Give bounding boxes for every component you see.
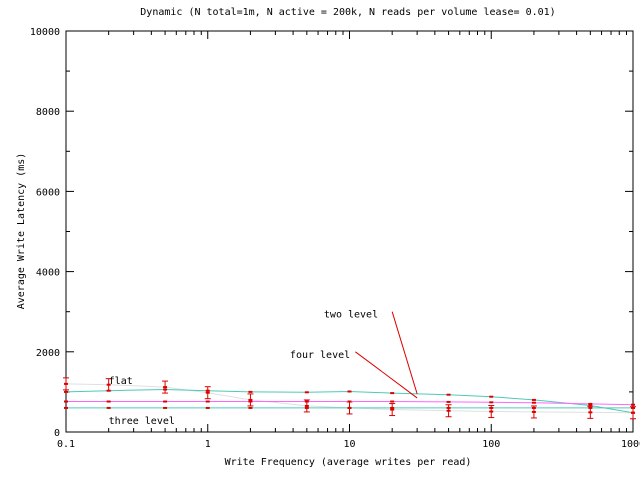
data-point <box>163 388 168 391</box>
data-point <box>205 391 210 394</box>
data-point <box>531 410 536 413</box>
data-point <box>489 410 494 413</box>
data-point <box>390 406 395 409</box>
annotation-label: three level <box>109 416 175 427</box>
data-point <box>205 400 210 403</box>
x-axis-ticks: 0.1 1 10 100 1000 <box>57 31 640 450</box>
series-two_level <box>64 388 635 414</box>
x-axis-label: Write Frequency (average writes per read… <box>225 457 472 468</box>
x-tick-label: 100 <box>482 439 500 450</box>
data-point <box>64 390 68 393</box>
data-point <box>106 383 111 386</box>
x-tick-label: 1000 <box>621 439 640 450</box>
data-point <box>588 406 593 409</box>
data-point <box>205 406 210 409</box>
data-point <box>489 401 494 404</box>
data-point <box>347 390 352 393</box>
y-tick-label: 2000 <box>36 348 60 359</box>
data-point <box>205 389 210 392</box>
y-tick-label: 8000 <box>36 107 60 118</box>
series-three_level <box>64 406 635 409</box>
data-point <box>531 398 536 401</box>
data-point <box>489 406 494 409</box>
data-point <box>304 406 309 409</box>
y-tick-label: 4000 <box>36 268 60 279</box>
data-point <box>588 411 593 414</box>
x-tick-label: 1 <box>205 439 211 450</box>
data-point <box>163 400 168 403</box>
data-point <box>446 406 451 409</box>
data-point <box>248 390 253 393</box>
y-axis-label: Average Write Latency (ms) <box>16 153 27 310</box>
y-tick-label: 6000 <box>36 187 60 198</box>
data-point <box>531 406 536 409</box>
data-point <box>248 398 253 401</box>
data-point <box>163 406 168 409</box>
data-point <box>588 404 593 407</box>
data-point <box>106 400 111 403</box>
annotation-pointer-line <box>391 311 418 395</box>
data-point <box>390 392 395 395</box>
data-point <box>446 400 451 403</box>
data-point <box>390 408 395 411</box>
annotation-label: four level <box>290 350 350 361</box>
y-tick-label: 10000 <box>30 27 60 38</box>
annotation-pointer-line <box>355 351 418 399</box>
data-point <box>347 400 352 403</box>
data-point <box>631 403 635 406</box>
annotation-layer: flat three level four level two level <box>109 310 418 427</box>
data-point <box>106 389 111 392</box>
data-point <box>248 400 253 403</box>
data-point <box>489 395 494 398</box>
x-tick-label: 10 <box>343 439 355 450</box>
chart-title: Dynamic (N total=1m, N active = 200k, N … <box>140 7 555 18</box>
data-point <box>304 391 309 394</box>
annotation-label: two level <box>324 310 378 321</box>
data-point <box>446 409 451 412</box>
data-point <box>347 406 352 409</box>
data-point <box>163 386 168 389</box>
data-point <box>304 400 309 403</box>
data-point <box>631 406 635 409</box>
annotation-label: flat <box>109 376 133 387</box>
data-point <box>631 411 635 414</box>
x-tick-label: 0.1 <box>57 439 75 450</box>
data-point <box>64 400 68 403</box>
y-tick-label: 0 <box>54 428 60 439</box>
data-point <box>106 406 111 409</box>
data-point <box>304 404 309 407</box>
data-point <box>588 402 593 405</box>
data-point <box>64 382 68 385</box>
series-layer <box>63 377 636 420</box>
data-point <box>446 393 451 396</box>
data-point <box>390 400 395 403</box>
series-four_level <box>64 400 635 406</box>
data-point <box>531 401 536 404</box>
data-point <box>64 406 68 409</box>
data-point <box>248 406 253 409</box>
